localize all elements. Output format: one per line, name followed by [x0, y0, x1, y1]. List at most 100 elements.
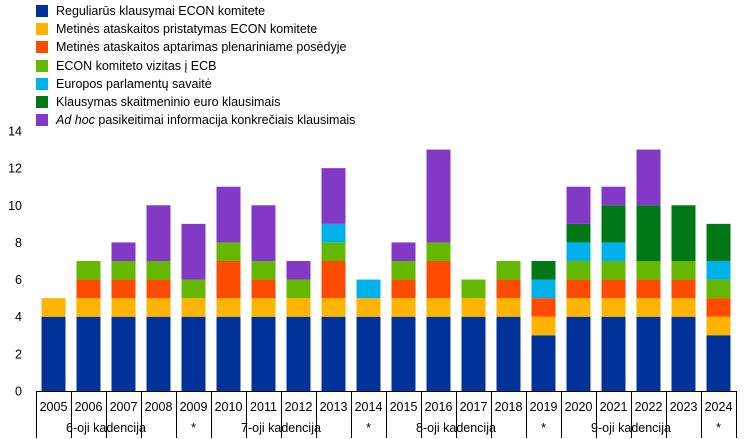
- bar-segment: [146, 205, 171, 261]
- bar-segment: [601, 205, 626, 243]
- group-label: 8-oji kadencija: [416, 421, 496, 435]
- bar-segment: [146, 298, 171, 317]
- bar-segment: [671, 205, 696, 261]
- legend-swatch: [36, 41, 48, 54]
- bar-segment: [496, 279, 521, 299]
- legend-swatch: [36, 59, 48, 72]
- bar-segment: [356, 279, 381, 299]
- legend-label-text: pasikeitimai informacija konkrečiais kla…: [94, 113, 356, 128]
- bar-segment: [671, 279, 696, 299]
- legend-item: ECON komiteto vizitas į ECB: [36, 57, 355, 75]
- bar-segment: [496, 316, 521, 391]
- x-tick-label: 2010: [215, 400, 243, 414]
- bar-segment: [566, 242, 591, 261]
- bar-segment: [216, 298, 241, 317]
- x-tick-label: 2017: [460, 400, 488, 414]
- bar-segment: [706, 223, 731, 261]
- bar-segment: [566, 279, 591, 299]
- bar-segment: [636, 316, 661, 391]
- bar-segment: [426, 298, 451, 317]
- legend-swatch: [36, 96, 48, 109]
- bar-segment: [601, 261, 626, 280]
- bar-segment: [601, 316, 626, 391]
- group-label: 7-oji kadencija: [241, 421, 321, 435]
- bar-segment: [671, 261, 696, 280]
- legend-label: Klausymas skaitmeninio euro klausimais: [56, 95, 281, 110]
- bar-segment: [181, 298, 206, 317]
- y-tick-label: 14: [8, 125, 22, 139]
- bar-segment: [286, 261, 311, 280]
- x-tick-label: 2023: [670, 400, 698, 414]
- x-tick-label: 2006: [75, 400, 103, 414]
- bar-segment: [671, 298, 696, 317]
- x-tick-label: 2022: [635, 400, 663, 414]
- bar-segment: [426, 261, 451, 299]
- x-tick-label: 2019: [530, 400, 558, 414]
- bar-segment: [321, 223, 346, 243]
- bar-segment: [671, 316, 696, 391]
- y-tick-label: 10: [8, 199, 22, 213]
- bar-segment: [251, 261, 276, 280]
- bar-segment: [251, 205, 276, 261]
- legend-label: ECON komiteto vizitas į ECB: [56, 58, 217, 73]
- y-tick-label: 4: [15, 310, 22, 324]
- bar-segment: [706, 335, 731, 391]
- x-tick-label: 2012: [285, 400, 313, 414]
- x-tick-label: 2008: [145, 400, 173, 414]
- bar-segment: [321, 242, 346, 261]
- bar-segment: [76, 279, 101, 299]
- bar-segment: [636, 205, 661, 261]
- legend-label: Ad hoc pasikeitimai informacija konkreči…: [56, 113, 355, 127]
- bar-segment: [496, 298, 521, 317]
- bar-segment: [566, 298, 591, 317]
- legend-label: Reguliarūs klausymai ECON komitete: [56, 4, 266, 19]
- bar-segment: [41, 316, 66, 391]
- bar-segment: [601, 242, 626, 261]
- bar-segment: [461, 279, 486, 299]
- bar-segment: [286, 316, 311, 391]
- bar-segment: [391, 261, 416, 280]
- bar-segment: [426, 316, 451, 391]
- bar-segment: [566, 316, 591, 391]
- bar-segment: [426, 149, 451, 243]
- bar-segment: [286, 298, 311, 317]
- bar-segment: [111, 242, 136, 261]
- bar-segment: [601, 279, 626, 299]
- bar-segment: [356, 298, 381, 317]
- bar-segment: [566, 261, 591, 280]
- x-tick-label: 2009: [180, 400, 208, 414]
- x-tick-label: 2013: [320, 400, 348, 414]
- bar-segment: [321, 261, 346, 299]
- bar-segment: [566, 223, 591, 243]
- legend-item: Reguliarūs klausymai ECON komitete: [36, 2, 355, 20]
- bar-segment: [251, 316, 276, 391]
- group-label: 9-oji kadencija: [591, 421, 671, 435]
- bar-segment: [531, 335, 556, 391]
- legend-item: Europos parlamentų savaitė: [36, 75, 355, 93]
- bar-segment: [146, 261, 171, 280]
- legend-swatch: [36, 5, 48, 18]
- y-tick-label: 8: [15, 236, 22, 250]
- bar-segment: [636, 261, 661, 280]
- x-tick-label: 2015: [390, 400, 418, 414]
- bar-segment: [706, 298, 731, 317]
- bar-segment: [321, 316, 346, 391]
- legend-item: Klausymas skaitmeninio euro klausimais: [36, 93, 355, 111]
- bar-segment: [531, 298, 556, 317]
- x-tick-label: 2024: [705, 400, 733, 414]
- bar-segment: [566, 186, 591, 224]
- bar-segment: [391, 298, 416, 317]
- legend-label-italic: Ad hoc: [56, 113, 95, 128]
- bar-segment: [636, 279, 661, 299]
- y-tick-label: 12: [8, 162, 22, 176]
- bar-segment: [531, 316, 556, 336]
- bar-segment: [706, 279, 731, 299]
- group-label: 6-oji kadencija: [66, 421, 146, 435]
- x-tick-label: 2005: [40, 400, 68, 414]
- bar-segment: [251, 279, 276, 299]
- legend-label: Europos parlamentų savaitė: [56, 76, 212, 91]
- group-label: *: [191, 421, 196, 435]
- group-label: *: [716, 421, 721, 435]
- bar-segment: [391, 316, 416, 391]
- legend: Reguliarūs klausymai ECON komitete Metinė…: [36, 2, 355, 129]
